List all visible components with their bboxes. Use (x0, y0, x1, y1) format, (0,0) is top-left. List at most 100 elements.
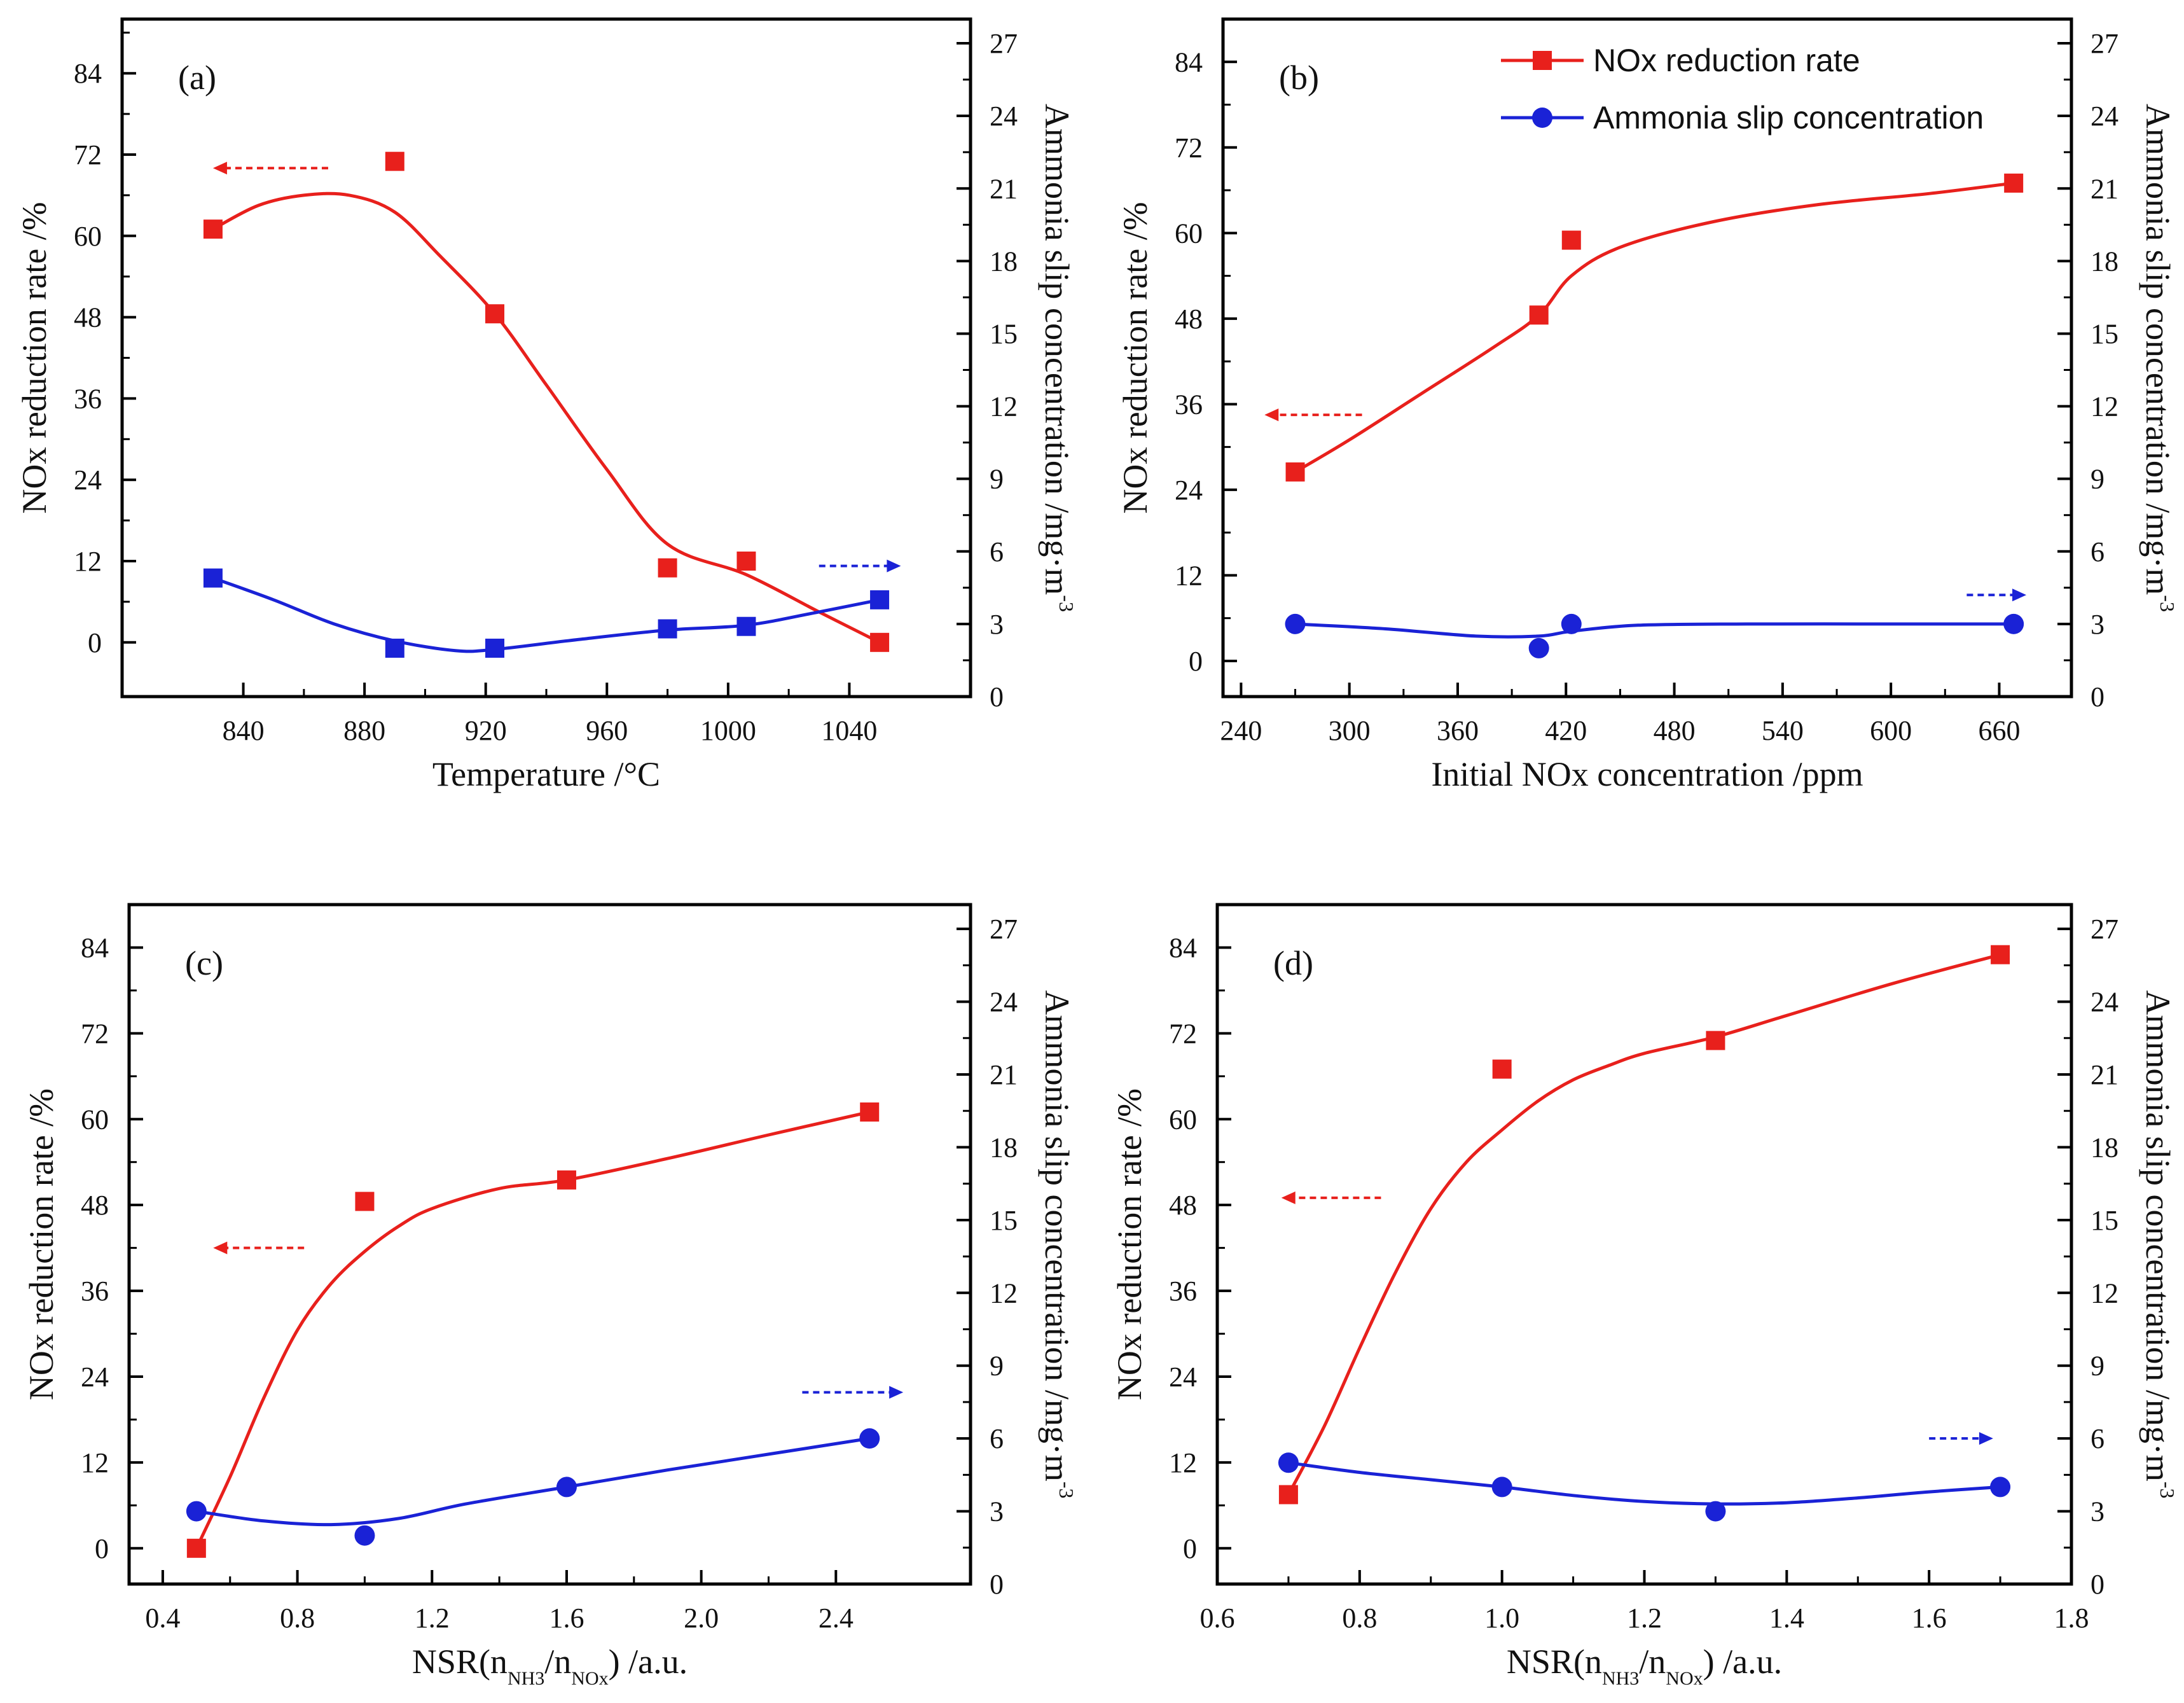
y-tick-label: 48 (1169, 1190, 1197, 1221)
y2-tick-label: 18 (2091, 1132, 2118, 1163)
x-tick-label: 660 (1978, 715, 2020, 746)
x-tick-label: 1.6 (549, 1602, 584, 1634)
x-axis-label-part: /n (1639, 1643, 1666, 1681)
y-tick-label: 0 (88, 627, 102, 658)
x-axis-label: Initial NOx concentration /ppm (1431, 755, 1863, 793)
y2-tick-label: 27 (990, 28, 1018, 59)
y-tick-label: 84 (81, 932, 109, 963)
y2-tick-label: 12 (2091, 391, 2118, 422)
axis-indicator-arrowhead (2012, 588, 2027, 602)
y2-tick-label: 27 (990, 914, 1018, 945)
x-axis-label-sub: NOx (571, 1668, 608, 1689)
y-tick-label: 24 (81, 1361, 109, 1393)
y2-tick-label: 24 (2091, 101, 2118, 132)
y-tick-label: 12 (1169, 1447, 1197, 1478)
data-point-ammonia (485, 638, 505, 658)
panel-label: (d) (1273, 944, 1313, 982)
x-tick-label: 1.6 (1912, 1602, 1947, 1634)
y2-tick-label: 6 (2091, 536, 2105, 567)
series-line-ammonia (1295, 622, 2014, 639)
axis-indicator-arrowhead (213, 1241, 228, 1255)
y2-axis-label-sup: -3 (1055, 595, 1078, 612)
x-axis-label: Temperature /°C (432, 755, 660, 793)
y-tick-label: 24 (74, 464, 102, 496)
x-axis-label: NSR(nNH3/nNOx) /a.u. (412, 1643, 688, 1689)
data-point-nox (1529, 305, 1549, 325)
data-point-ammonia (186, 1501, 207, 1522)
y-tick-label: 48 (81, 1190, 109, 1221)
data-point-nox (385, 151, 404, 171)
plot-frame (1221, 17, 2073, 699)
y2-tick-label: 18 (2091, 246, 2118, 277)
y2-tick-label: 6 (990, 536, 1004, 567)
y-tick-label: 0 (1189, 646, 1203, 677)
y2-axis-label: Ammonia slip concentration /mg·m-3 (2139, 104, 2179, 612)
y2-tick-label: 6 (990, 1423, 1004, 1454)
y2-tick-label: 15 (990, 1205, 1018, 1236)
data-point-ammonia (354, 1525, 375, 1546)
y-tick-label: 48 (1175, 303, 1203, 335)
data-point-ammonia (658, 619, 677, 639)
y2-tick-label: 3 (2091, 1496, 2105, 1527)
x-tick-label: 1000 (700, 715, 756, 746)
y2-axis-label-text: Ammonia slip concentration /mg·m (1038, 990, 1076, 1481)
chart-panel-4: 0.6 0.8 1.0 1.2 1.4 1.6 1.80122436486072840369… (1110, 903, 2179, 1689)
data-point-ammonia (203, 568, 223, 588)
y2-tick-label: 21 (990, 173, 1018, 204)
x-axis-label-part: /n (544, 1643, 571, 1681)
data-point-ammonia (1990, 1477, 2011, 1498)
y2-axis-label: Ammonia slip concentration /mg·m-3 (1038, 104, 1078, 612)
data-point-nox (1706, 1031, 1725, 1050)
x-tick-label: 1.2 (1627, 1602, 1662, 1634)
data-point-nox (556, 1170, 576, 1190)
y2-axis-label-text: Ammonia slip concentration /mg·m (1038, 104, 1076, 595)
y2-tick-label: 24 (2091, 987, 2118, 1018)
x-axis-label-sub: NOx (1666, 1668, 1703, 1689)
series-line-nox (195, 1110, 870, 1549)
legend-label: NOx reduction rate (1593, 43, 1860, 78)
y2-tick-label: 6 (2091, 1423, 2105, 1454)
y-axis-label: NOx reduction rate /% (22, 1088, 60, 1400)
x-tick-label: 300 (1329, 715, 1371, 746)
chart-panel-3: 0.4 0.8 1.2 1.6 2.0 2.40122436486072840369121… (22, 903, 1078, 1689)
y2-tick-label: 18 (990, 246, 1018, 277)
y2-axis-label-sup: -3 (2156, 1482, 2179, 1499)
legend-marker-square (1533, 51, 1552, 70)
data-point-nox (355, 1192, 375, 1211)
y2-tick-label: 21 (990, 1059, 1018, 1090)
legend-marker-circle (1532, 108, 1552, 128)
chart-panel-1: 840 880 920 960 1000 104001224364860728403691… (15, 17, 1078, 793)
data-point-nox (1991, 945, 2010, 964)
x-axis-label-part: ) /a.u. (1703, 1643, 1782, 1681)
y-tick-label: 36 (81, 1276, 109, 1307)
x-tick-label: 1.4 (1769, 1602, 1804, 1634)
axis-indicator-arrowhead (889, 1386, 904, 1399)
chart-panel-2: 240 300 360 420 480 540 600 6600122436486072840… (1116, 17, 2179, 793)
data-point-nox (658, 558, 677, 578)
y2-tick-label: 12 (990, 1277, 1018, 1309)
y2-tick-label: 12 (2091, 1277, 2118, 1309)
legend-label: Ammonia slip concentration (1593, 100, 1984, 136)
y2-tick-label: 12 (990, 391, 1018, 422)
x-tick-label: 480 (1654, 715, 1696, 746)
y2-tick-label: 27 (2091, 914, 2118, 945)
y-tick-label: 12 (81, 1447, 109, 1478)
y2-tick-label: 15 (990, 318, 1018, 349)
data-point-nox (2004, 173, 2024, 193)
x-tick-label: 960 (586, 715, 628, 746)
axis-indicator-arrowhead (887, 559, 901, 573)
axis-indicator-arrowhead (1264, 408, 1279, 422)
x-tick-label: 880 (343, 715, 385, 746)
y-tick-label: 36 (1169, 1276, 1197, 1307)
y-tick-label: 84 (74, 58, 102, 89)
y-tick-label: 72 (1169, 1018, 1197, 1049)
series-line-nox (1294, 181, 2014, 474)
panel-label: (c) (185, 944, 223, 982)
series-line-ammonia (212, 576, 880, 653)
y-tick-label: 12 (1175, 560, 1203, 591)
y-tick-label: 72 (81, 1018, 109, 1049)
y-tick-label: 60 (1175, 218, 1203, 249)
y-tick-label: 60 (74, 221, 102, 252)
y2-tick-label: 9 (990, 1351, 1004, 1382)
